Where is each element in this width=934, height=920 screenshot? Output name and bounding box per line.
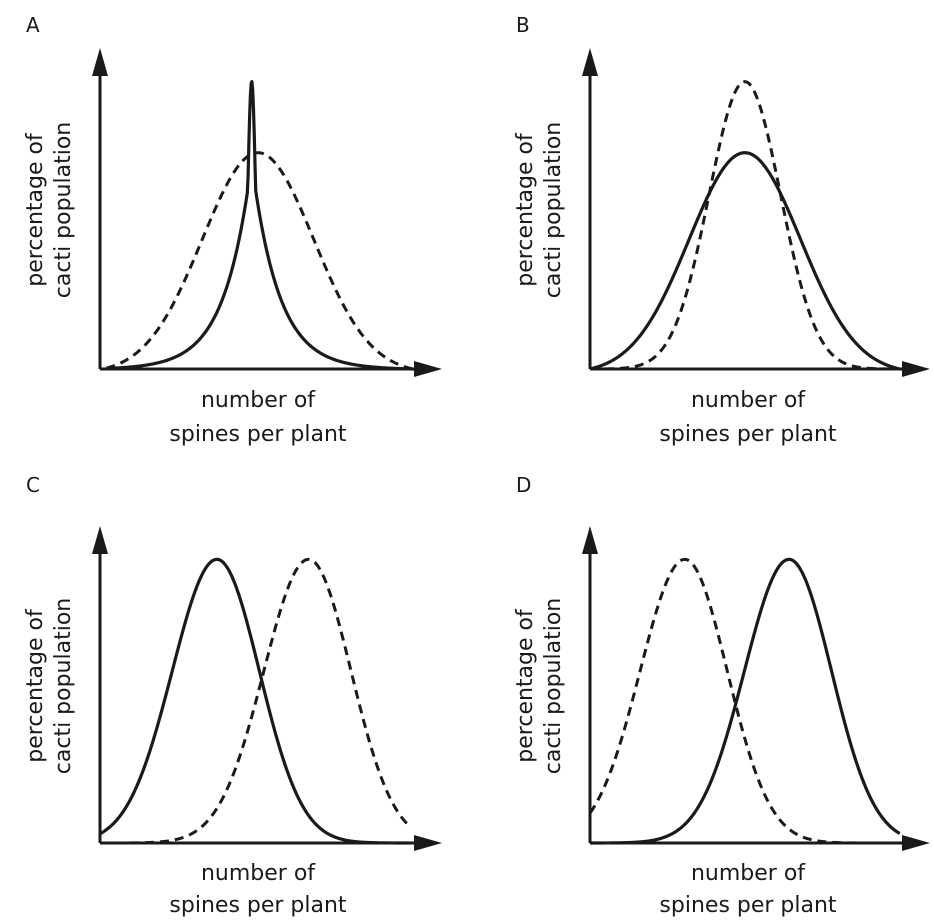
series-dashed-curve: [100, 557, 411, 845]
y-axis-label-line-1: percentage of: [513, 132, 538, 287]
x-axis-label-line-2: spines per plant: [659, 422, 837, 447]
y-axis-label-line-1: percentage of: [23, 608, 48, 763]
panel-label: A: [26, 13, 40, 37]
chart-panel-b: B percentage of cacti population number …: [490, 0, 934, 460]
y-axis: [92, 526, 108, 843]
panel-label: C: [26, 473, 40, 497]
y-axis-label-line-2: cacti population: [541, 598, 566, 774]
y-axis-label-line-1: percentage of: [23, 132, 48, 287]
chart-panel-a: A percentage of cacti population number …: [0, 0, 467, 460]
chart-c-svg: C percentage of cacti population number …: [23, 473, 442, 918]
y-axis-arrowhead-icon: [582, 526, 598, 554]
y-axis: [582, 48, 598, 369]
x-axis-arrowhead-icon: [414, 361, 442, 377]
chart-panel-c: C percentage of cacti population number …: [0, 460, 467, 920]
y-axis-label-line-2: cacti population: [541, 122, 566, 298]
x-axis-arrowhead-icon: [902, 835, 930, 851]
x-axis-label-line-2: spines per plant: [169, 422, 347, 447]
panel-label: B: [516, 13, 530, 37]
panel-label: D: [516, 473, 531, 497]
y-axis: [92, 48, 108, 369]
x-axis-arrowhead-icon: [414, 835, 442, 851]
y-axis-arrowhead-icon: [92, 48, 108, 76]
series-solid-curve: [99, 557, 410, 845]
x-axis-arrowhead-icon: [902, 361, 930, 377]
series-solid-curve: [589, 151, 901, 371]
y-axis-label-line-2: cacti population: [51, 598, 76, 774]
chart-a-svg: A percentage of cacti population number …: [23, 13, 442, 447]
x-axis-label-line-2: spines per plant: [659, 893, 837, 918]
x-axis-label-line-1: number of: [691, 388, 806, 413]
y-axis-arrowhead-icon: [582, 48, 598, 76]
x-axis-label-line-1: number of: [691, 861, 806, 886]
y-axis-arrowhead-icon: [92, 526, 108, 554]
y-axis: [582, 526, 598, 843]
chart-d-svg: D percentage of cacti population number …: [513, 473, 930, 918]
y-axis-label-line-1: percentage of: [513, 608, 538, 763]
y-axis-label-line-2: cacti population: [51, 122, 76, 298]
series-dashed-curve: [590, 80, 900, 371]
series-solid-curve: [105, 80, 414, 371]
x-axis: [590, 361, 930, 377]
series-solid-curve: [590, 557, 901, 845]
series-dashed-curve: [588, 557, 900, 845]
x-axis-label-line-1: number of: [201, 861, 316, 886]
x-axis: [100, 361, 442, 377]
series-dashed-curve: [105, 151, 414, 371]
x-axis-label-line-2: spines per plant: [169, 893, 347, 918]
chart-b-svg: B percentage of cacti population number …: [513, 13, 930, 447]
x-axis-label-line-1: number of: [201, 388, 316, 413]
chart-panel-d: D percentage of cacti population number …: [490, 460, 934, 920]
